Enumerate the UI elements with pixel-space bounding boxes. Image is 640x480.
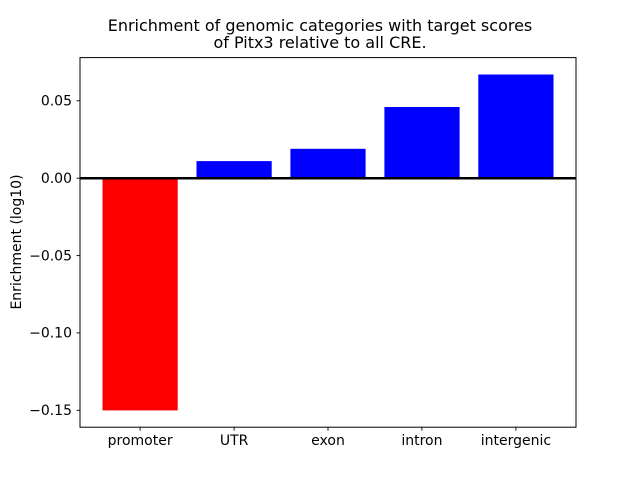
bar-exon [290,148,366,179]
y-tick-label: −0.15 [29,403,72,419]
bar-intergenic [478,74,554,179]
bar-promoter [102,178,178,411]
x-tick-label-exon: exon [311,433,345,449]
x-tick-label-intron: intron [401,433,442,449]
chart-title: Enrichment of genomic categories with ta… [107,16,533,52]
bar-UTR [196,161,272,179]
y-tick-label: 0.05 [41,94,72,110]
x-tick-label-promoter: promoter [108,433,173,449]
bar-intron [384,107,460,179]
y-tick-label: 0.00 [41,171,72,187]
x-tick-label-UTR: UTR [220,433,249,449]
y-tick-label: −0.05 [29,248,72,264]
x-tick-label-intergenic: intergenic [481,433,551,449]
y-tick-label: −0.10 [29,326,72,342]
